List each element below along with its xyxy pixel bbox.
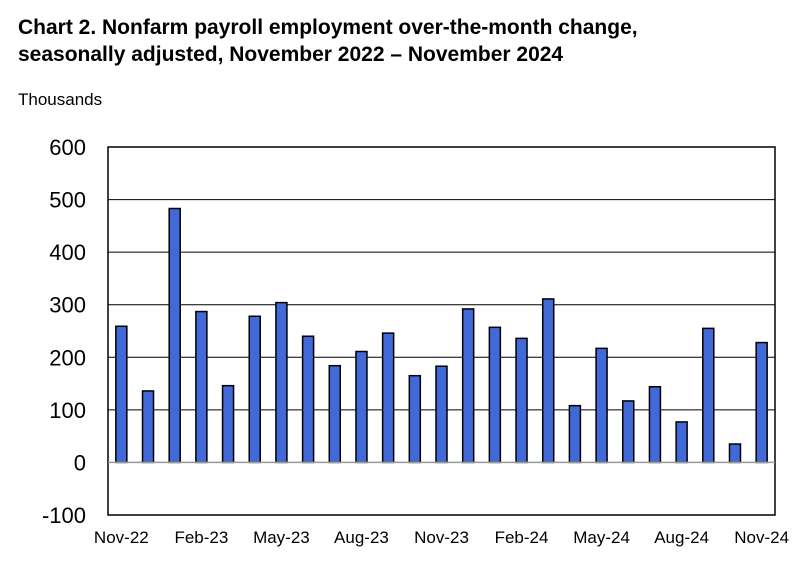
chart-title: Chart 2. Nonfarm payroll employment over… bbox=[18, 14, 638, 68]
y-tick-label: -100 bbox=[42, 503, 86, 528]
y-tick-label: 300 bbox=[49, 293, 86, 318]
x-tick-label: May-24 bbox=[573, 528, 630, 547]
bar-Mar-24 bbox=[541, 298, 555, 464]
plot-border bbox=[107, 146, 776, 516]
bar-Jul-24 bbox=[648, 385, 662, 464]
bar-Jul-23 bbox=[328, 364, 342, 464]
y-tick-label: 400 bbox=[49, 240, 86, 265]
x-tick-label: Aug-23 bbox=[334, 528, 389, 547]
bar-Sep-24 bbox=[702, 327, 715, 464]
x-tick-label: Nov-22 bbox=[94, 528, 149, 547]
bar-Dec-22 bbox=[141, 390, 155, 464]
x-tick-label: Feb-23 bbox=[174, 528, 228, 547]
bar-Nov-24 bbox=[755, 341, 768, 464]
y-tick-label: 200 bbox=[49, 345, 86, 370]
x-tick-label: Aug-24 bbox=[654, 528, 709, 547]
bar-Mar-23 bbox=[221, 384, 235, 464]
bar-Jun-24 bbox=[622, 400, 635, 464]
bar-Aug-24 bbox=[675, 421, 688, 464]
chart-title-line1: Chart 2. Nonfarm payroll employment over… bbox=[18, 16, 638, 39]
x-tick-label: May-23 bbox=[253, 528, 310, 547]
bar-Feb-24 bbox=[515, 337, 528, 464]
bar-Aug-23 bbox=[355, 350, 368, 464]
bar-Jun-23 bbox=[301, 335, 315, 464]
y-tick-label: 600 bbox=[49, 135, 86, 160]
bar-Oct-23 bbox=[408, 374, 422, 464]
y-tick-label: 100 bbox=[49, 398, 86, 423]
bar-Oct-24 bbox=[728, 443, 742, 464]
bar-Sep-23 bbox=[381, 332, 395, 464]
x-tick-label: Feb-24 bbox=[495, 528, 549, 547]
bar-Jan-23 bbox=[168, 207, 181, 464]
x-tick-label: Nov-23 bbox=[414, 528, 469, 547]
bar-Apr-23 bbox=[248, 315, 261, 464]
bar-Nov-23 bbox=[435, 365, 448, 464]
bar-Nov-22 bbox=[115, 325, 128, 464]
bar-Apr-24 bbox=[568, 404, 582, 464]
bar-Feb-23 bbox=[195, 310, 208, 464]
x-tick-label: Nov-24 bbox=[734, 528, 789, 547]
chart-title-line2: seasonally adjusted, November 2022 – Nov… bbox=[18, 43, 564, 66]
y-tick-label: 500 bbox=[49, 188, 86, 213]
y-tick-label: 0 bbox=[74, 450, 86, 475]
bar-May-23 bbox=[275, 301, 288, 464]
bar-Dec-23 bbox=[461, 308, 475, 464]
y-axis-label: Thousands bbox=[18, 90, 103, 109]
bar-May-24 bbox=[595, 347, 608, 464]
bar-Jan-24 bbox=[488, 326, 502, 464]
